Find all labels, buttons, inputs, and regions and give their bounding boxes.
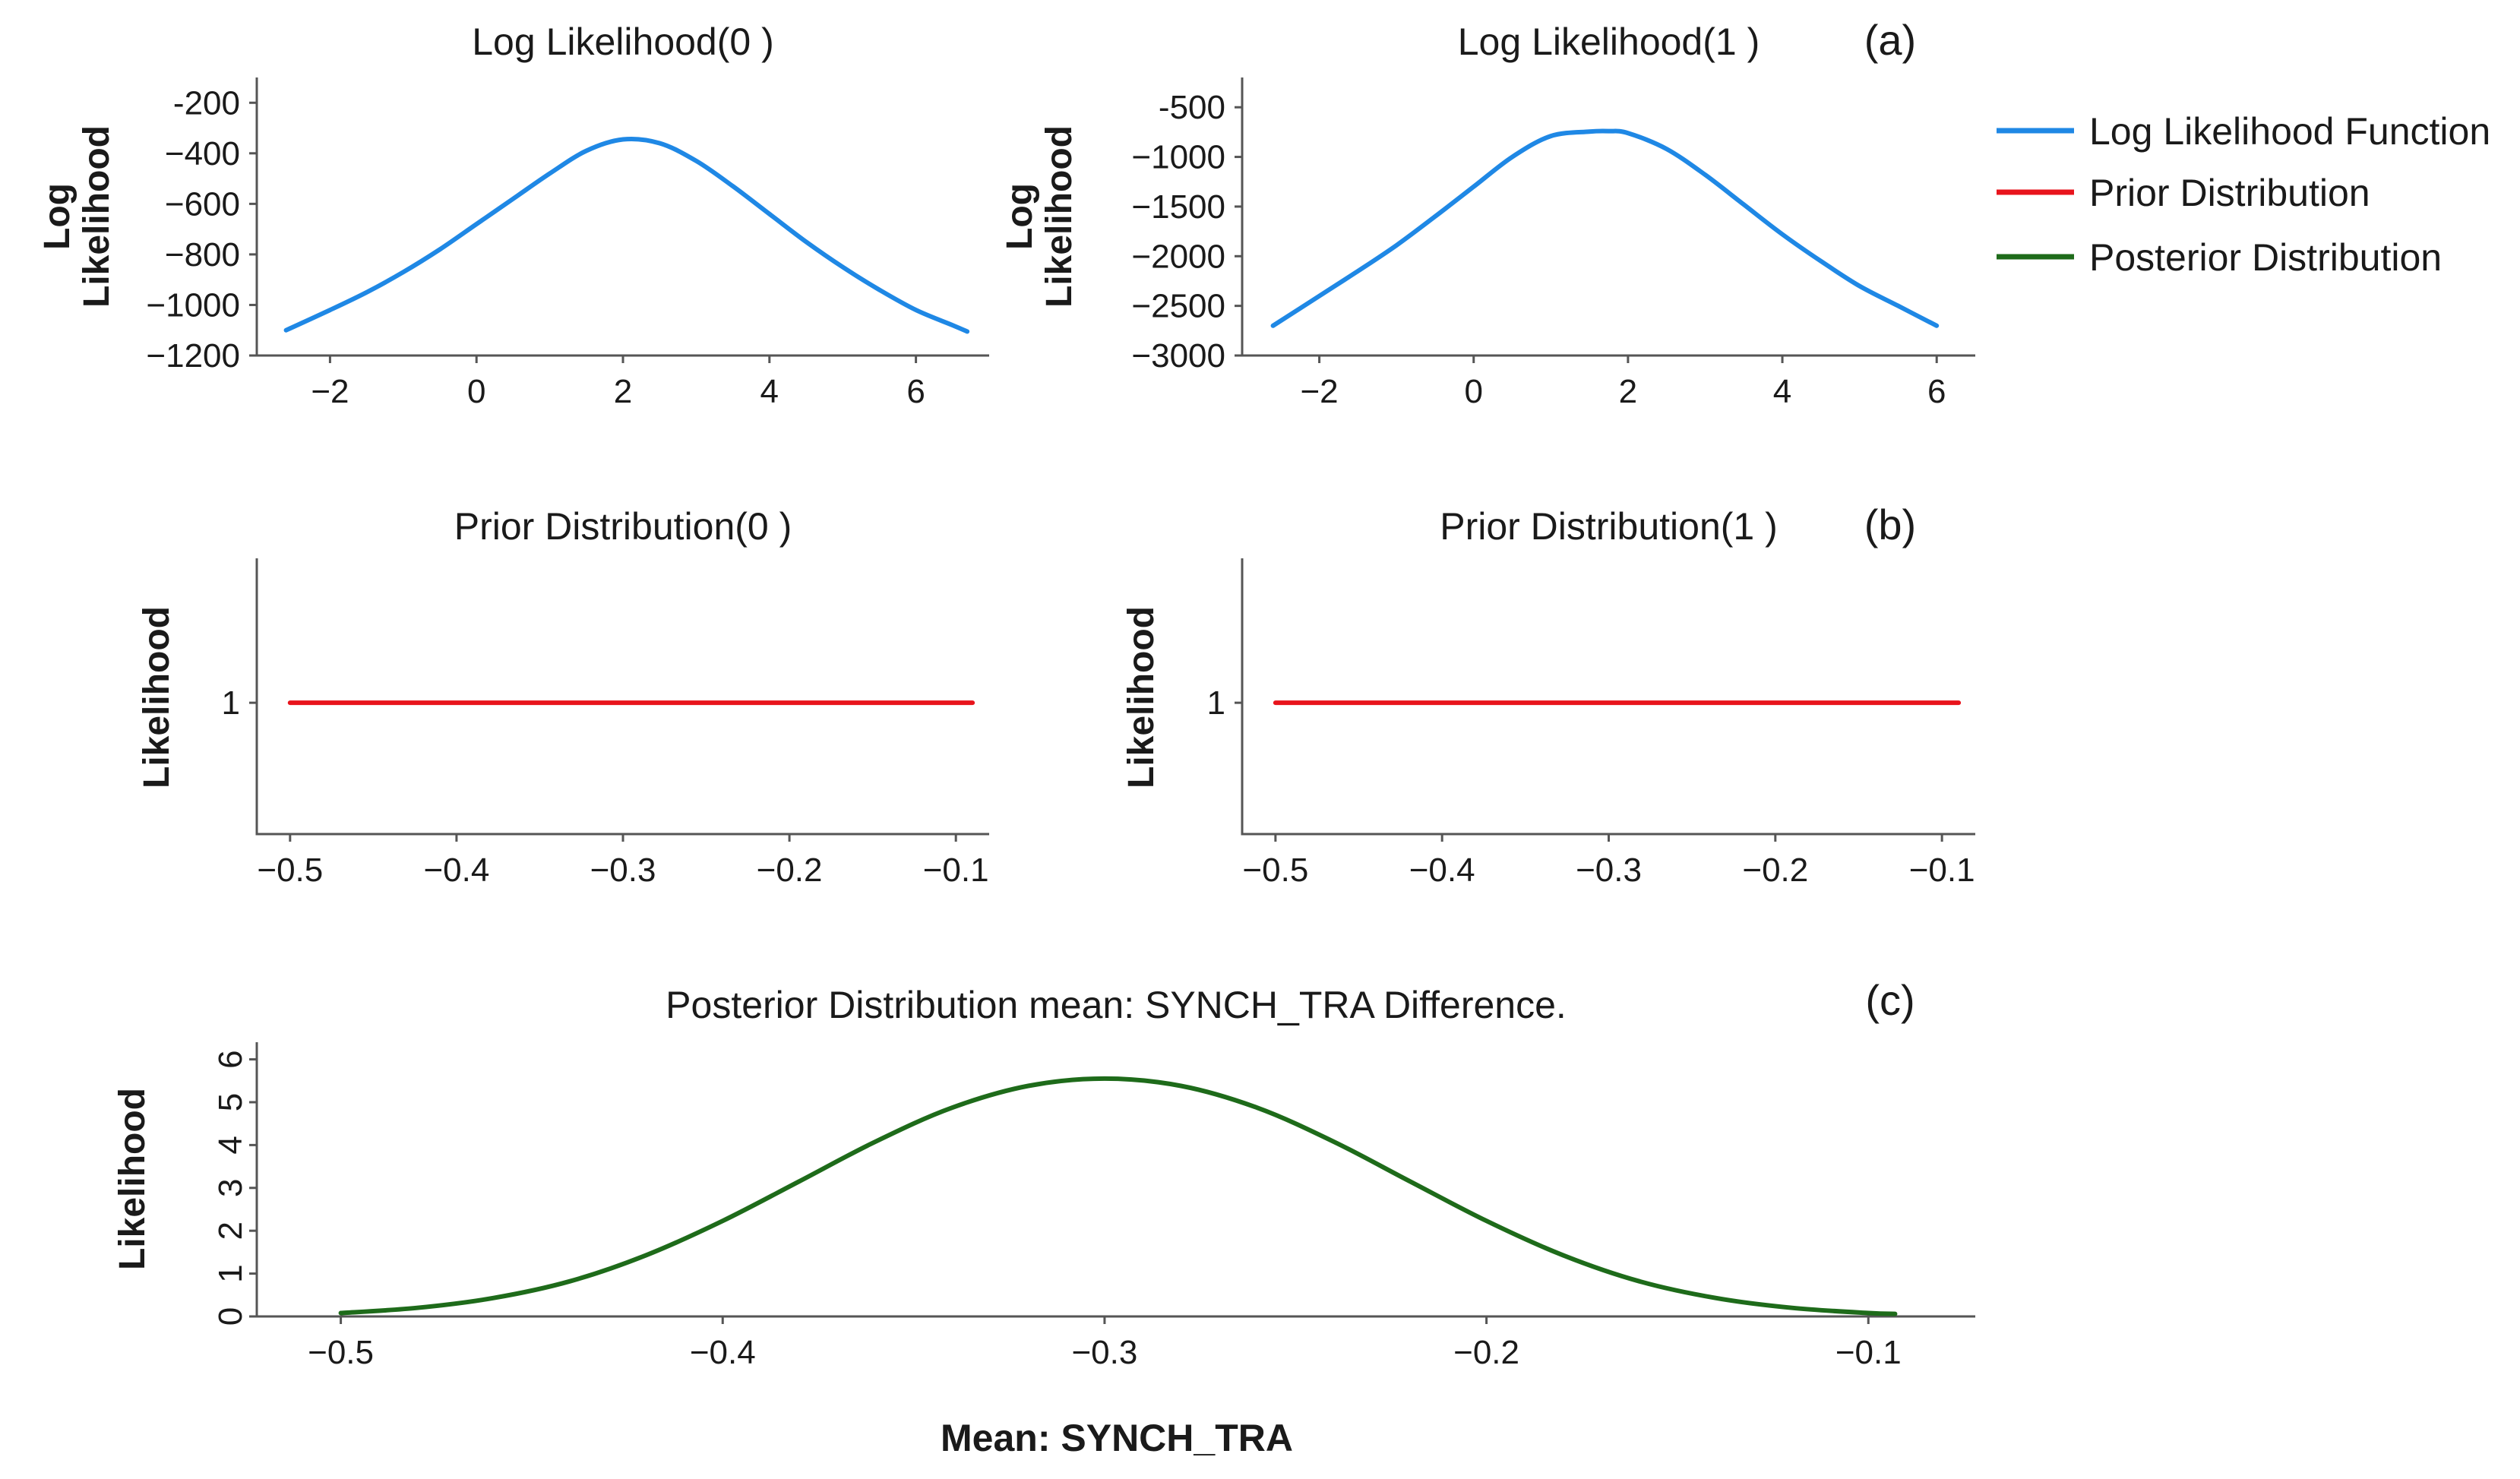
x-tick-label: −0.5: [257, 852, 323, 889]
chart-loglik-0: Log Likelihood(0 ) −2 0 2 4 6 -200 −400 −600 −800…: [37, 21, 989, 410]
y-axis-label: Likelihood: [137, 606, 177, 788]
x-tick-label: −2: [1300, 373, 1338, 410]
legend-label-prior: Prior Distribution: [2089, 172, 2370, 214]
axis-spine: [255, 77, 989, 357]
y-tick-label: −1000: [146, 286, 240, 324]
axis-spine: [255, 558, 989, 836]
y-axis-label-line: Log: [37, 183, 77, 250]
y-tick-label: 1: [212, 1264, 249, 1282]
y-axis-label-line: Likelihood: [77, 125, 117, 308]
x-tick-label: −0.5: [1242, 852, 1308, 889]
x-tick-label: 2: [1619, 373, 1637, 410]
y-tick-label: 2: [212, 1221, 249, 1240]
panel-label-c: (c): [1865, 976, 1915, 1024]
y-tick-label: 6: [212, 1050, 249, 1068]
x-tick-label: −0.1: [1835, 1334, 1902, 1371]
chart-prior-0: Prior Distribution(0 ) −0.5 −0.4 −0.3 −0.2 −0…: [137, 505, 989, 889]
y-axis-label: Likelihood: [1121, 606, 1162, 788]
y-axis-label: LogLikelihood: [37, 125, 117, 308]
legend-label-loglik: Log Likelihood Function: [2089, 110, 2490, 153]
x-tick-label: −0.2: [757, 852, 823, 889]
y-axis-label-line: Likelihood: [1039, 125, 1080, 308]
chart-posterior: Posterior Distribution mean: SYNCH_TRA D…: [112, 984, 1975, 1371]
y-tick-label: −2500: [1131, 288, 1225, 325]
x-tick-label: −0.5: [308, 1334, 374, 1371]
x-tick-label: 4: [1773, 373, 1791, 410]
chart-loglik-1: Log Likelihood(1 ) −2 0 2 4 6 -500 −1000 −1500 −2…: [1000, 21, 1975, 410]
panel-label-b: (b): [1864, 501, 1916, 548]
x-tick-label: −0.1: [923, 852, 989, 889]
legend-label-posterior: Posterior Distribution: [2089, 236, 2442, 279]
x-tick-label: −0.2: [1453, 1334, 1519, 1371]
legend: Log Likelihood Function Prior Distributi…: [1997, 110, 2490, 279]
x-tick-label: −0.2: [1742, 852, 1808, 889]
x-tick-label: 0: [1464, 373, 1482, 410]
axis-spine: [1241, 77, 1975, 357]
x-tick-label: −0.3: [590, 852, 656, 889]
chart-prior-1: Prior Distribution(1 ) −0.5 −0.4 −0.3 −0.2 −0…: [1121, 505, 1975, 889]
y-axis-label-line: Log: [1000, 183, 1040, 250]
y-tick-label: −3000: [1131, 337, 1225, 374]
y-tick-label: −1000: [1131, 139, 1225, 176]
x-tick-label: −0.3: [1071, 1334, 1137, 1371]
chart-title: Log Likelihood(1 ): [1458, 21, 1760, 63]
y-tick-label: −600: [165, 185, 240, 223]
x-tick-label: −0.4: [423, 852, 489, 889]
chart-title: Prior Distribution(0 ): [454, 505, 792, 548]
y-tick-label: -500: [1159, 89, 1225, 126]
y-tick-label: 4: [212, 1136, 249, 1154]
x-tick-label: −0.1: [1909, 852, 1975, 889]
y-axis-label: Likelihood: [112, 1088, 153, 1270]
chart-title: Prior Distribution(1 ): [1440, 505, 1778, 548]
y-tick-label: 5: [212, 1093, 249, 1111]
series-line-log-likelihood-function: [1270, 128, 1940, 328]
x-tick-label: 6: [906, 373, 925, 410]
y-tick-label: −2000: [1131, 238, 1225, 275]
x-tick-label: −0.4: [690, 1334, 756, 1371]
panel-label-a: (a): [1864, 16, 1916, 64]
axis-spine: [255, 1042, 1975, 1318]
chart-title: Log Likelihood(0 ): [472, 21, 774, 63]
y-tick-label: 1: [222, 684, 240, 722]
chart-title: Posterior Distribution mean: SYNCH_TRA D…: [666, 984, 1567, 1026]
series-line-posterior-distribution: [338, 1076, 1898, 1316]
series-line-log-likelihood-function: [283, 136, 970, 334]
y-tick-label: −800: [165, 236, 240, 273]
y-axis-label: LogLikelihood: [1000, 125, 1080, 308]
x-tick-label: 2: [614, 373, 632, 410]
x-tick-label: 0: [467, 373, 485, 410]
x-tick-label: −2: [311, 373, 349, 410]
y-tick-label: 1: [1207, 684, 1225, 722]
x-tick-label: 4: [760, 373, 779, 410]
y-tick-label: -200: [173, 84, 240, 122]
x-axis-label-bottom: Mean: SYNCH_TRA: [941, 1417, 1293, 1459]
y-tick-label: −1500: [1131, 188, 1225, 226]
x-tick-label: 6: [1927, 373, 1946, 410]
x-tick-label: −0.3: [1576, 852, 1642, 889]
x-tick-label: −0.4: [1409, 852, 1475, 889]
axis-spine: [1241, 558, 1975, 836]
y-tick-label: −1200: [146, 337, 240, 374]
y-tick-label: −400: [165, 135, 240, 172]
y-tick-label: 0: [212, 1307, 249, 1326]
y-tick-label: 3: [212, 1179, 249, 1197]
